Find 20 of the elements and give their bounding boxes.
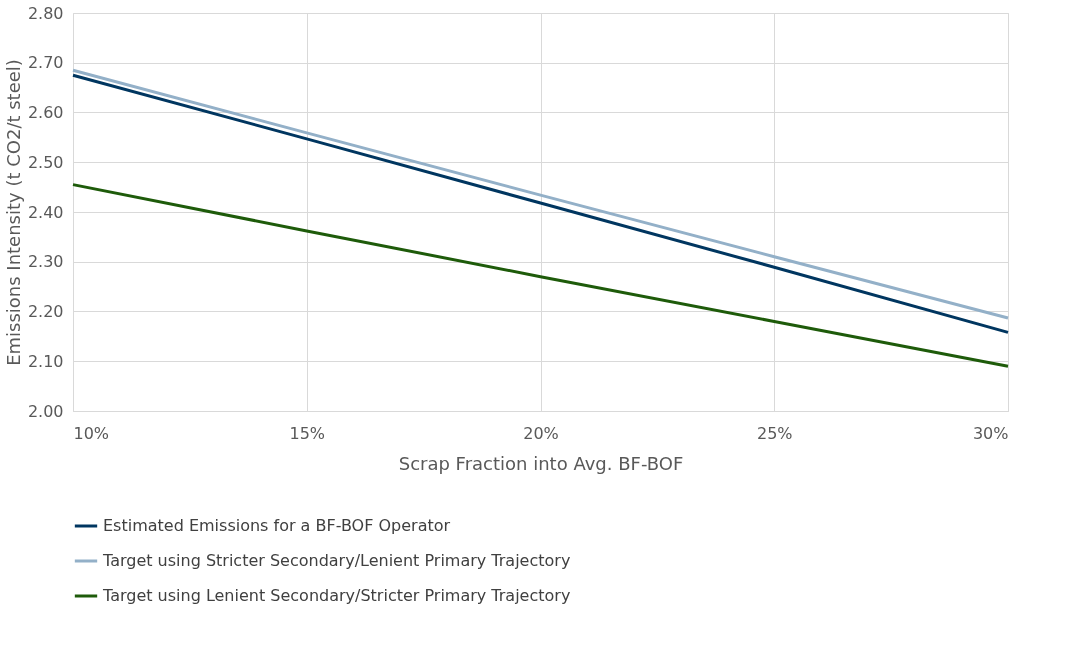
legend-label: Estimated Emissions for a BF-BOF Operator <box>103 516 451 535</box>
y-tick-label: 2.80 <box>27 3 64 23</box>
x-tick-label: 20% <box>523 423 559 443</box>
x-tick-label: 15% <box>289 423 326 443</box>
x-tick-label: 30% <box>972 423 1009 443</box>
legend-label: Target using Stricter Secondary/Lenient Primary Trajectory <box>102 551 571 570</box>
x-axis-title: Scrap Fraction into Avg. BF-BOF <box>398 452 684 474</box>
y-tick-label: 2.70 <box>27 53 64 73</box>
y-tick-label: 2.40 <box>27 202 64 222</box>
y-tick-label: 2.10 <box>27 351 64 371</box>
line-series <box>71 183 1010 368</box>
x-tick-label: 10% <box>73 423 110 443</box>
y-tick-label: 2.30 <box>27 252 64 272</box>
y-tick-label: 2.60 <box>27 103 64 122</box>
y-tick-label: 2.50 <box>27 152 64 172</box>
y-tick-label: 2.20 <box>27 302 64 321</box>
legend-label: Target using Lenient Secondary/Stricter Primary Trajectory <box>102 586 571 605</box>
y-axis-title: Emissions Intensity (t CO2/t steel) <box>2 59 24 366</box>
x-tick-label: 25% <box>756 423 793 443</box>
y-tick-label: 2.00 <box>27 401 64 421</box>
